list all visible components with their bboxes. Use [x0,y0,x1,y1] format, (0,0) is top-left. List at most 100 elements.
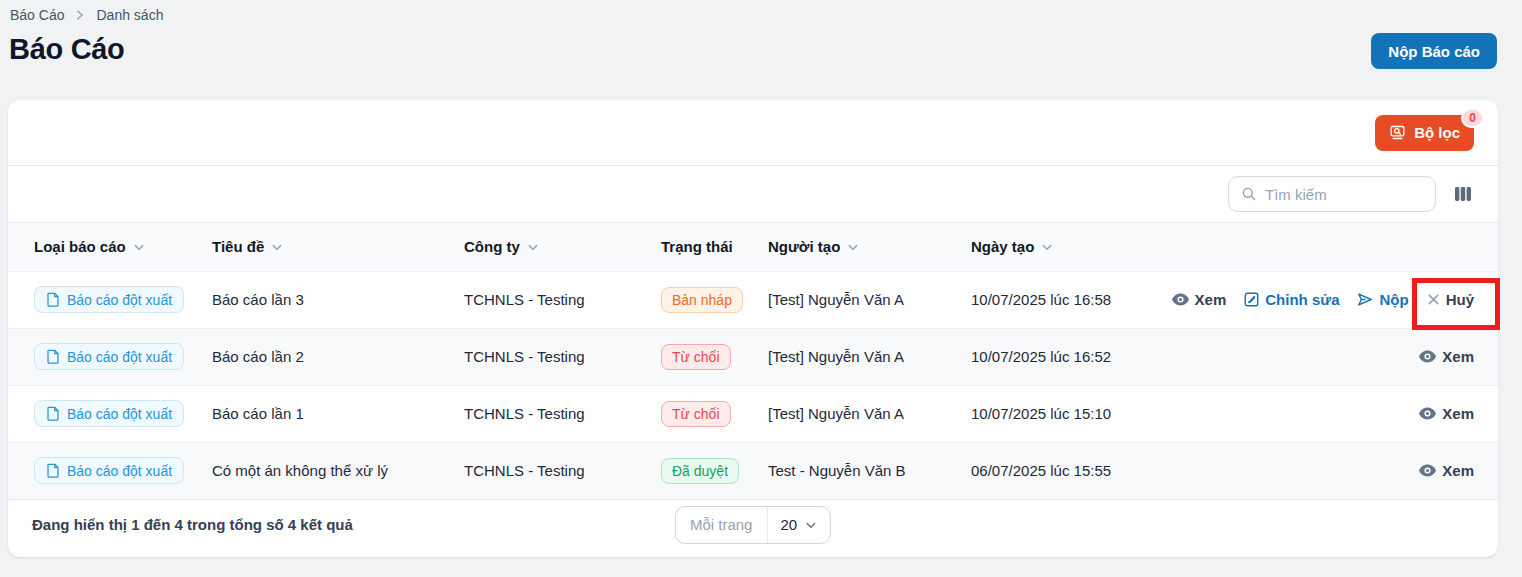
chevron-right-icon [74,9,86,21]
view-action-label: Xem [1442,405,1474,422]
chevron-down-icon [271,241,283,253]
search-row [8,166,1498,223]
breadcrumb: Báo Cáo Danh sách [10,7,163,23]
column-header-report-type[interactable]: Loại báo cáo [8,223,212,271]
cancel-action-label: Huỷ [1446,291,1474,308]
file-icon [46,406,60,421]
per-page-value: 20 [780,516,797,533]
created-date-cell: 10/07/2025 lúc 16:58 [971,271,1171,328]
reports-card: Bộ lọc 0 Loại báo cáo [8,100,1498,557]
report-type-label: Báo cáo đột xuất [67,406,172,422]
page-title: Báo Cáo [9,33,125,66]
report-type-badge: Báo cáo đột xuất [34,457,184,484]
column-header-creator[interactable]: Người tạo [768,223,971,271]
search-box[interactable] [1228,176,1436,212]
column-header-company[interactable]: Công ty [464,223,661,271]
table-row: Báo cáo đột xuất Có một án không thể xử … [8,442,1498,499]
created-date-cell: 10/07/2025 lúc 15:10 [971,385,1171,442]
search-input[interactable] [1265,186,1423,203]
reports-table: Loại báo cáo Tiêu đề Công ty Trạng thái … [8,223,1498,499]
report-title-cell: Báo cáo lần 1 [212,385,464,442]
submit-action[interactable]: Nộp [1357,291,1408,308]
status-badge: Từ chối [661,401,731,427]
filter-button[interactable]: Bộ lọc [1375,115,1474,151]
view-action[interactable]: Xem [1419,348,1474,365]
view-action-label: Xem [1442,462,1474,479]
view-action[interactable]: Xem [1419,405,1474,422]
filter-button-label: Bộ lọc [1414,124,1460,141]
edit-icon [1244,292,1259,307]
column-header-created-date[interactable]: Ngày tạo [971,223,1171,271]
column-label: Người tạo [768,238,840,255]
company-cell: TCHNLS - Testing [464,385,661,442]
column-header-actions [1171,223,1498,271]
table-header-row: Loại báo cáo Tiêu đề Công ty Trạng thái … [8,223,1498,271]
view-action[interactable]: Xem [1419,462,1474,479]
report-type-label: Báo cáo đột xuất [67,463,172,479]
view-action[interactable]: Xem [1172,291,1227,308]
search-icon [1241,186,1257,202]
file-icon [46,463,60,478]
report-type-label: Báo cáo đột xuất [67,349,172,365]
filter-search-icon [1389,124,1406,141]
report-title-cell: Báo cáo lần 2 [212,328,464,385]
close-icon [1427,293,1440,306]
column-label: Loại báo cáo [34,238,126,255]
filter-row: Bộ lọc 0 [8,100,1498,166]
submit-report-button[interactable]: Nộp Báo cáo [1371,33,1497,69]
created-date-cell: 06/07/2025 lúc 15:55 [971,442,1171,499]
report-type-badge: Báo cáo đột xuất [34,400,184,427]
table-footer: Đang hiển thị 1 đến 4 trong tổng số 4 kế… [8,499,1498,549]
column-label: Công ty [464,238,520,255]
status-badge: Bản nháp [661,287,743,313]
file-icon [46,292,60,307]
per-page-label: Mỗi trang [676,507,768,543]
creator-cell: [Test] Nguyễn Văn A [768,271,971,328]
column-settings-button[interactable] [1452,184,1474,204]
chevron-down-icon [805,519,817,531]
table-row: Báo cáo đột xuất Báo cáo lần 2 TCHNLS - … [8,328,1498,385]
view-action-label: Xem [1442,348,1474,365]
chevron-down-icon [527,241,539,253]
status-badge: Từ chối [661,344,731,370]
column-label: Trạng thái [661,238,733,255]
eye-icon [1172,293,1189,306]
creator-cell: [Test] Nguyễn Văn A [768,385,971,442]
edit-action[interactable]: Chỉnh sửa [1244,291,1339,308]
breadcrumb-bao-cao[interactable]: Báo Cáo [10,7,64,23]
report-type-badge: Báo cáo đột xuất [34,286,184,313]
chevron-down-icon [847,241,859,253]
column-header-status: Trạng thái [661,223,768,271]
table-row: Báo cáo đột xuất Báo cáo lần 3 TCHNLS - … [8,271,1498,328]
report-type-badge: Báo cáo đột xuất [34,343,184,370]
columns-icon [1454,186,1472,202]
report-type-label: Báo cáo đột xuất [67,292,172,308]
cancel-action[interactable]: Huỷ [1427,291,1474,308]
report-title-cell: Có một án không thể xử lý [212,442,464,499]
company-cell: TCHNLS - Testing [464,442,661,499]
breadcrumb-danh-sach[interactable]: Danh sách [96,7,163,23]
eye-icon [1419,350,1436,363]
column-header-title[interactable]: Tiêu đề [212,223,464,271]
eye-icon [1419,407,1436,420]
company-cell: TCHNLS - Testing [464,328,661,385]
reports-page: Báo Cáo Danh sách Báo Cáo Nộp Báo cáo Bộ… [0,0,1522,577]
results-summary: Đang hiển thị 1 đến 4 trong tổng số 4 kế… [32,516,353,533]
status-badge: Đã duyệt [661,458,739,484]
per-page-control: Mỗi trang 20 [675,506,831,544]
table-row: Báo cáo đột xuất Báo cáo lần 1 TCHNLS - … [8,385,1498,442]
column-label: Ngày tạo [971,238,1034,255]
chevron-down-icon [1041,241,1053,253]
report-title-cell: Báo cáo lần 3 [212,271,464,328]
creator-cell: Test - Nguyễn Văn B [768,442,971,499]
send-icon [1357,292,1373,307]
filter-count-badge: 0 [1461,108,1484,128]
submit-action-label: Nộp [1379,291,1408,308]
edit-action-label: Chỉnh sửa [1265,291,1339,308]
creator-cell: [Test] Nguyễn Văn A [768,328,971,385]
created-date-cell: 10/07/2025 lúc 16:52 [971,328,1171,385]
chevron-down-icon [133,241,145,253]
per-page-select[interactable]: 20 [767,507,830,543]
column-label: Tiêu đề [212,238,264,255]
view-action-label: Xem [1195,291,1227,308]
